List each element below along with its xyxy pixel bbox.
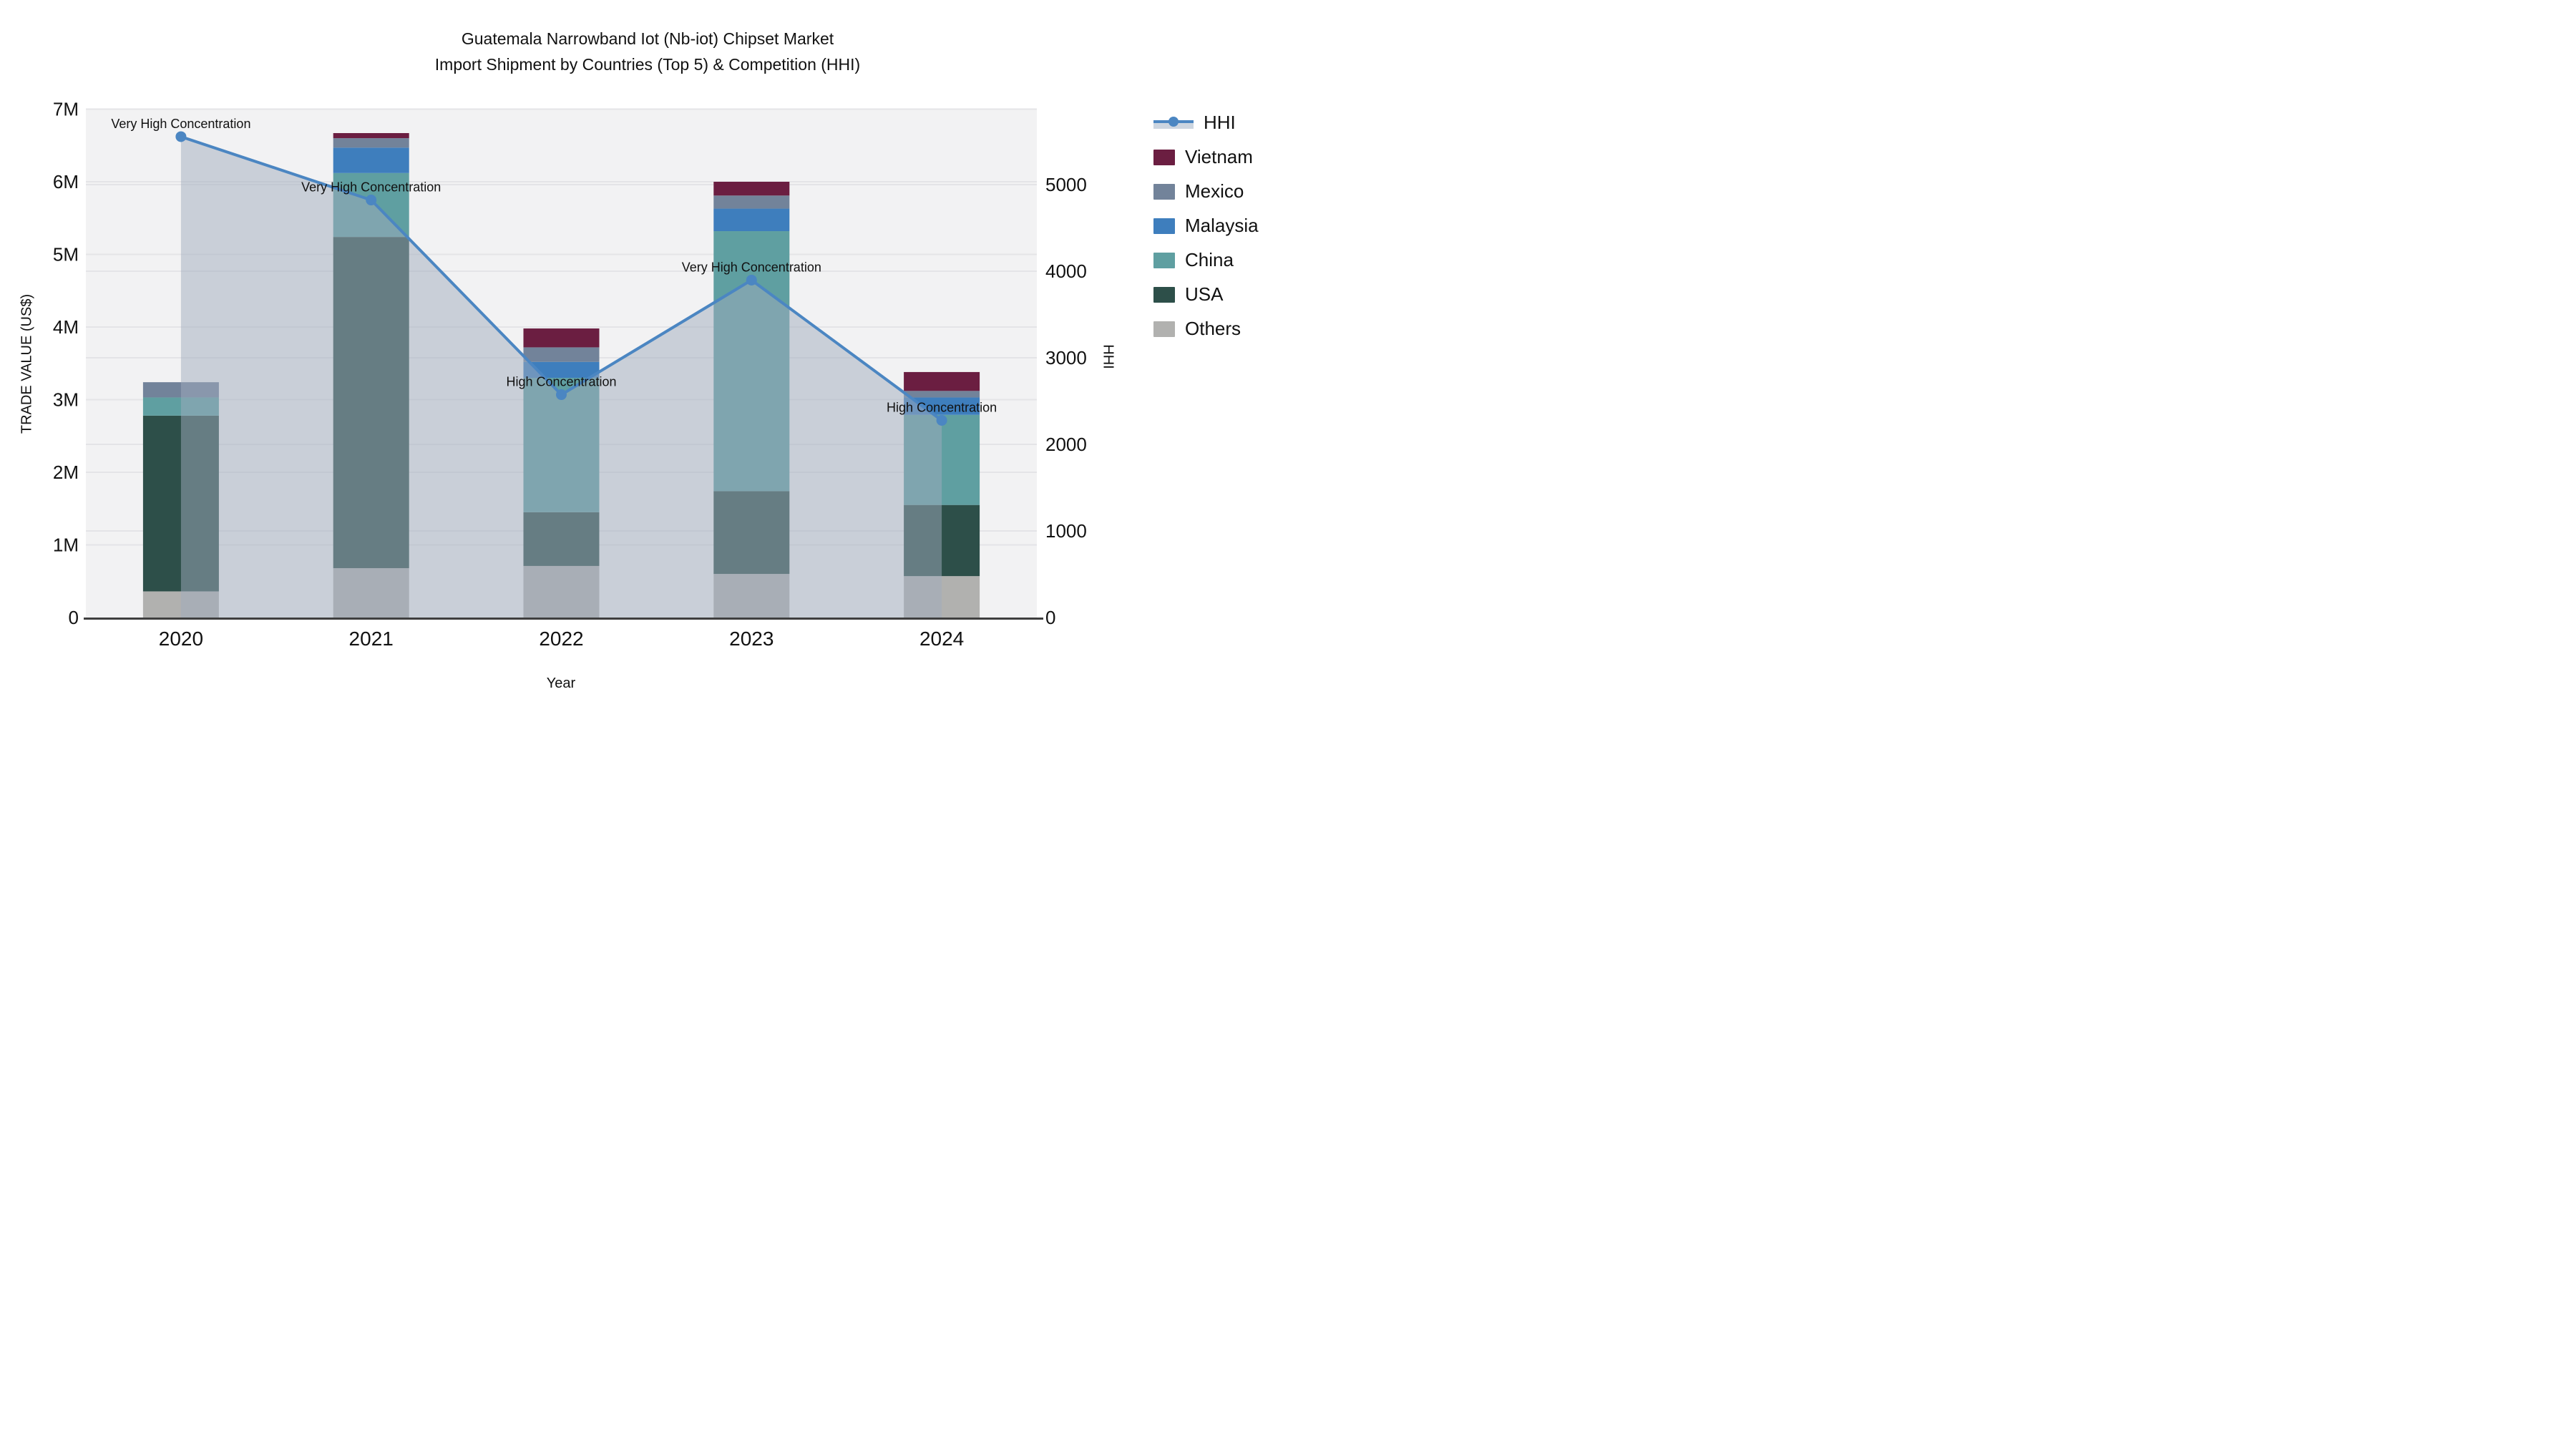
bar-segment-vietnam-2024 — [904, 371, 980, 391]
chart-title-line1: Guatemala Narrowband Iot (Nb-iot) Chipse… — [461, 29, 834, 48]
legend-item-vietnam: Vietnam — [1153, 146, 1259, 167]
left-axis-tick-0: 0 — [69, 607, 79, 628]
right-axis-tick-1000: 1000 — [1045, 520, 1087, 542]
bar-segment-vietnam-2022 — [523, 328, 600, 348]
left-axis-tick-3M: 3M — [53, 389, 79, 411]
legend-label: USA — [1185, 283, 1224, 305]
x-axis-tick-2022: 2022 — [539, 628, 583, 650]
vietnam-color-swatch — [1153, 149, 1175, 165]
legend-item-others: Others — [1153, 318, 1259, 339]
right-axis-tick-3000: 3000 — [1045, 347, 1087, 369]
bar-segment-mexico-2021 — [333, 138, 409, 148]
malaysia-color-swatch — [1153, 218, 1175, 234]
legend-label: Mexico — [1185, 180, 1244, 202]
bar-segment-mexico-2024 — [904, 391, 980, 398]
hhi-line-swatch — [1153, 115, 1194, 131]
hhi-marker-2022 — [556, 389, 567, 401]
left-axis-tick-4M: 4M — [53, 316, 79, 338]
bar-segment-mexico-2023 — [713, 195, 790, 209]
hhi-marker-2020 — [175, 131, 187, 142]
chart-title: Guatemala Narrowband Iot (Nb-iot) Chipse… — [0, 26, 1288, 77]
legend-label: China — [1185, 249, 1234, 270]
usa-color-swatch — [1153, 286, 1175, 303]
legend-item-usa: USA — [1153, 283, 1259, 305]
x-axis-title: Year — [546, 675, 576, 691]
annotation-2024: High Concentration — [887, 400, 997, 414]
legend-label: HHI — [1204, 112, 1236, 133]
legend: HHI Vietnam Mexico Malaysia China USA Ot… — [1153, 112, 1259, 339]
x-axis-tick-2024: 2024 — [919, 628, 964, 650]
hhi-marker-2021 — [366, 195, 377, 206]
bar-segment-vietnam-2021 — [333, 132, 409, 139]
right-axis-tick-2000: 2000 — [1045, 434, 1087, 455]
x-axis-line — [84, 618, 1043, 620]
legend-item-malaysia: Malaysia — [1153, 215, 1259, 236]
x-axis-tick-2023: 2023 — [729, 628, 774, 650]
hhi-marker-2023 — [746, 274, 757, 286]
right-axis-tick-5000: 5000 — [1045, 174, 1087, 195]
left-axis-tick-7M: 7M — [53, 99, 79, 120]
annotation-2021: Very High Concentration — [301, 180, 441, 195]
hhi-marker-2024 — [936, 414, 947, 426]
x-axis-tick-2020: 2020 — [159, 628, 203, 650]
mexico-color-swatch — [1153, 183, 1175, 200]
bar-segment-malaysia-2021 — [333, 147, 409, 173]
hhi-area-fill — [180, 136, 942, 618]
legend-label: Others — [1185, 318, 1241, 339]
x-axis-tick-2021: 2021 — [349, 628, 394, 650]
right-axis-tick-4000: 4000 — [1045, 260, 1087, 282]
annotation-2022: High Concentration — [506, 375, 616, 389]
chart-title-line2: Import Shipment by Countries (Top 5) & C… — [434, 55, 861, 74]
chart-figure: Guatemala Narrowband Iot (Nb-iot) Chipse… — [0, 0, 1288, 725]
y-axis-title-right: HHI — [1100, 344, 1116, 369]
left-axis-tick-1M: 1M — [53, 535, 79, 556]
y-axis-title-left: TRADE VALUE (US$) — [19, 293, 35, 434]
plot-area: Very High Concentration Very High Concent… — [53, 99, 1087, 650]
legend-label: Vietnam — [1185, 146, 1253, 167]
left-axis-tick-6M: 6M — [53, 171, 79, 192]
left-axis-tick-2M: 2M — [53, 462, 79, 483]
right-axis-tick-0: 0 — [1045, 607, 1055, 628]
legend-label: Malaysia — [1185, 215, 1259, 236]
legend-item-mexico: Mexico — [1153, 180, 1259, 202]
bar-segment-mexico-2022 — [523, 347, 600, 362]
left-axis-tick-5M: 5M — [53, 244, 79, 265]
annotation-2020: Very High Concentration — [111, 117, 250, 131]
others-color-swatch — [1153, 321, 1175, 337]
legend-item-china: China — [1153, 249, 1259, 270]
china-color-swatch — [1153, 252, 1175, 268]
legend-item-hhi: HHI — [1153, 112, 1259, 133]
annotation-2023: Very High Concentration — [682, 260, 821, 274]
bar-segment-malaysia-2023 — [713, 208, 790, 232]
bar-segment-vietnam-2023 — [713, 182, 790, 196]
